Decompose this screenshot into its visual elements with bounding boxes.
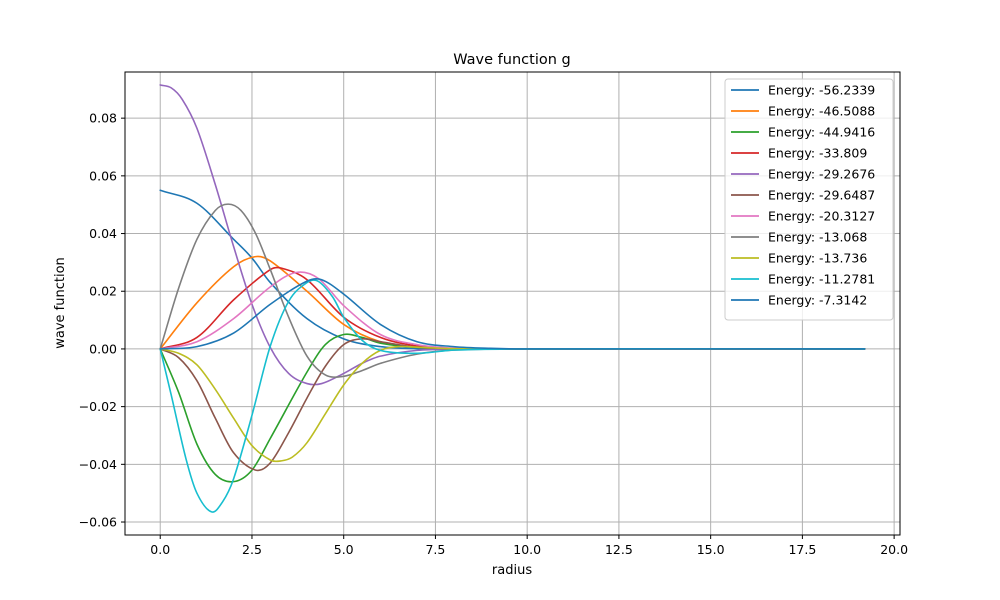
legend-label: Energy: -44.9416 xyxy=(768,125,875,140)
chart-title: Wave function g xyxy=(453,52,570,68)
x-axis: 0.0 2.5 5.0 7.5 10.0 12.5 15.0 17.5 20.0 xyxy=(150,535,908,557)
legend-label: Energy: -11.2781 xyxy=(768,272,875,287)
plot-frame xyxy=(124,71,901,536)
x-tick-label: 20.0 xyxy=(880,542,908,557)
y-tick-label: 0.04 xyxy=(89,226,117,241)
y-tick-label: −0.02 xyxy=(79,399,117,414)
legend: Energy: -56.2339 Energy: -46.5088 Energy: … xyxy=(724,78,894,321)
series-line-11 xyxy=(159,277,866,350)
x-tick-label: 12.5 xyxy=(605,542,633,557)
plot-lines xyxy=(159,84,866,513)
legend-label: Energy: -13.068 xyxy=(768,230,867,245)
legend-label: Energy: -29.2676 xyxy=(768,167,875,182)
x-tick-label: 0.0 xyxy=(150,542,170,557)
x-tick-label: 7.5 xyxy=(425,542,445,557)
legend-label: Energy: -33.809 xyxy=(768,146,867,161)
x-tick-label: 17.5 xyxy=(788,542,816,557)
x-tick-label: 10.0 xyxy=(513,542,541,557)
series-line-3 xyxy=(159,333,866,483)
legend-box xyxy=(724,78,894,321)
y-axis: −0.06 −0.04 −0.02 0.00 0.02 0.04 0.06 0.08 xyxy=(79,111,125,530)
y-tick-label: −0.06 xyxy=(79,515,117,530)
x-axis-label: radius xyxy=(492,563,532,578)
legend-label: Energy: -20.3127 xyxy=(768,209,875,224)
legend-label: Energy: -56.2339 xyxy=(768,83,875,98)
legend-label: Energy: -13.736 xyxy=(768,251,867,266)
legend-label: Energy: -29.6487 xyxy=(768,188,875,203)
y-tick-label: 0.00 xyxy=(89,341,117,356)
x-tick-label: 2.5 xyxy=(242,542,262,557)
y-tick-label: 0.02 xyxy=(89,284,117,299)
x-tick-label: 15.0 xyxy=(697,542,725,557)
y-axis-label: wave function xyxy=(53,257,68,349)
x-tick-label: 5.0 xyxy=(334,542,354,557)
series-line-9 xyxy=(159,345,866,463)
legend-label: Energy: -46.5088 xyxy=(768,104,875,119)
series-line-10 xyxy=(159,279,866,513)
legend-label: Energy: -7.3142 xyxy=(768,293,867,308)
y-tick-label: −0.04 xyxy=(79,457,117,472)
y-tick-label: 0.08 xyxy=(89,111,117,126)
y-tick-label: 0.06 xyxy=(89,168,117,183)
